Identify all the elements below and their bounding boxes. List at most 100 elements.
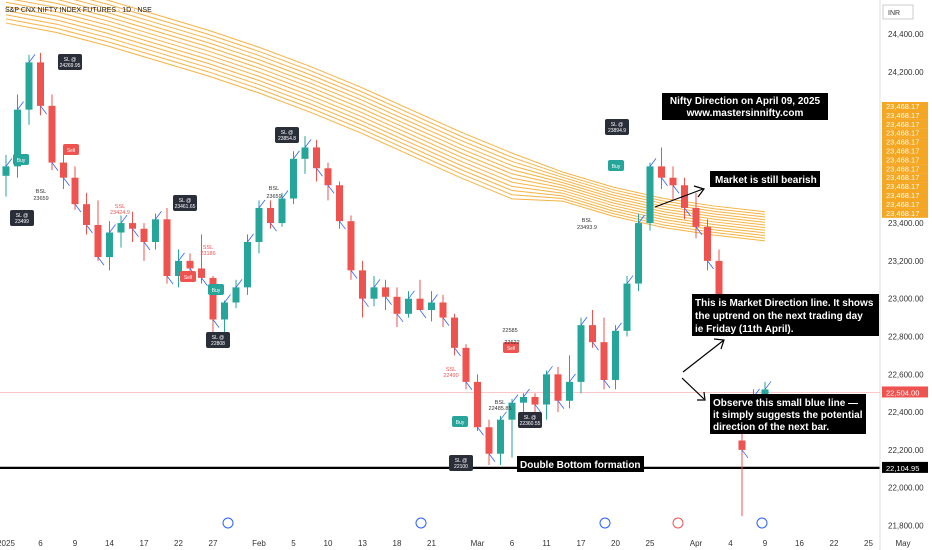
candle-body	[646, 166, 654, 224]
ema-line	[73, 0, 766, 218]
sl-label-value: 23854.8	[278, 136, 296, 142]
direction-line	[143, 241, 151, 251]
direction-line	[442, 317, 450, 326]
x-tick-label: Mar	[471, 539, 485, 548]
ema-line	[5, 1, 766, 229]
ema-price-tag-bg	[882, 173, 928, 183]
ema-price-tag: 23,468.17	[886, 147, 919, 156]
currency-box[interactable]	[882, 4, 914, 20]
ema-line	[5, 5, 766, 231]
candle-body	[129, 223, 136, 229]
bearish-annotation: Market is still bearish	[654, 171, 820, 208]
y-tick-label: 23,000.00	[888, 295, 924, 304]
sl-label-bg	[518, 412, 542, 428]
bearish-annotation-text: Market is still bearish	[715, 175, 817, 186]
x-axis: 20256914172227Feb510131821Mar611172025Ap…	[0, 539, 911, 548]
ema-price-tag: 23,468.17	[886, 209, 919, 218]
candle-body	[232, 287, 240, 303]
signal-label: Buy	[212, 288, 221, 294]
direction-line	[109, 224, 116, 233]
direction-line	[327, 185, 335, 194]
ema-price-tag-bg	[882, 191, 928, 200]
level-label: BSL	[269, 186, 279, 192]
candle-body	[658, 166, 665, 178]
ema-line	[13, 0, 766, 226]
signal-label: Buy	[612, 164, 621, 170]
level-label: 23493.9	[577, 225, 597, 231]
event-icon	[222, 517, 234, 529]
x-tick-label: 6	[38, 539, 43, 548]
x-tick-label: 27	[209, 539, 218, 548]
sl-label: SL @	[611, 122, 623, 128]
ema-price-tag-bg	[882, 128, 928, 138]
x-tick-label: 17	[140, 539, 149, 548]
support-line	[0, 392, 880, 469]
ema-price-tag: 23,468.17	[886, 111, 919, 120]
candle-body	[669, 177, 677, 186]
x-tick-label: Apr	[690, 539, 703, 548]
level-label: SSL	[115, 204, 125, 210]
signal-label: Sell	[507, 346, 515, 352]
sl-label-value: 24269.95	[60, 63, 81, 69]
direction-line	[63, 177, 70, 186]
ema-price-tag-bg	[882, 155, 928, 165]
sl-label: SL @	[212, 335, 224, 341]
level-label: 23424.9	[110, 210, 130, 216]
candle-body	[439, 302, 447, 318]
direction-line	[511, 394, 519, 403]
candle-body	[106, 232, 113, 258]
candle-body	[163, 219, 171, 277]
direction-line	[316, 168, 323, 177]
sl-label: SL @	[455, 458, 467, 464]
direction-line	[615, 322, 622, 332]
blue-line-annotation-line-1: Observe this small blue line —	[713, 398, 858, 409]
direction-line	[408, 290, 415, 299]
sl-label-bg	[449, 455, 473, 471]
candle-body	[393, 296, 401, 314]
blue-line-annotation: Observe this small blue line — it simply…	[681, 377, 866, 434]
direction-line	[431, 294, 438, 303]
x-tick-label: 22	[830, 539, 839, 548]
event-icon	[599, 517, 611, 529]
title-annotation: Nifty Direction on April 09, 2025 www.ma…	[662, 93, 828, 120]
signal-label: Sell	[184, 275, 192, 281]
signal-bg	[180, 271, 196, 282]
currency-label: INR	[888, 10, 900, 17]
candle-body	[543, 374, 550, 405]
ema-price-tag: 23,468.17	[886, 155, 919, 164]
ema-price-tag: 23,468.17	[886, 164, 919, 173]
candle-body	[761, 389, 769, 397]
x-tick-label: May	[895, 539, 910, 548]
ema-line	[105, 0, 766, 213]
candle-body	[382, 287, 389, 297]
y-tick-label: 22,200.00	[888, 446, 924, 455]
y-tick-label: 22,600.00	[888, 370, 924, 379]
level-label: SSL	[446, 367, 456, 373]
direction-line	[201, 277, 208, 287]
ema-price-tag-bg	[882, 199, 928, 209]
candle-body	[508, 402, 516, 420]
ema-price-tag-bg	[882, 208, 928, 218]
candle-body	[520, 396, 527, 403]
direction-line	[132, 228, 139, 237]
sl-label-bg	[10, 210, 34, 226]
signal-bg	[63, 144, 79, 155]
ema-line	[89, 0, 766, 215]
candle-body	[738, 440, 746, 450]
candle-body	[278, 198, 286, 224]
sl-label-value: 23894.9	[608, 128, 626, 134]
blue-line-annotation-line-3: direction of the next bar.	[713, 422, 829, 433]
direction-line	[603, 379, 611, 389]
signal-bg	[13, 154, 29, 165]
ema-price-tag-bg	[882, 182, 928, 192]
ema-price-tag: 23,468.17	[886, 173, 919, 182]
x-tick-label: 6	[510, 539, 515, 548]
candle-body	[554, 374, 562, 401]
candle-body	[428, 302, 435, 311]
x-tick-label: 14	[105, 539, 114, 548]
level-label: 22622	[504, 340, 519, 346]
level-label: 23186	[200, 251, 215, 257]
signal-labels: Buy Sell Sell Buy Sell Buy Buy	[13, 144, 624, 427]
x-tick-label: 16	[795, 539, 804, 548]
